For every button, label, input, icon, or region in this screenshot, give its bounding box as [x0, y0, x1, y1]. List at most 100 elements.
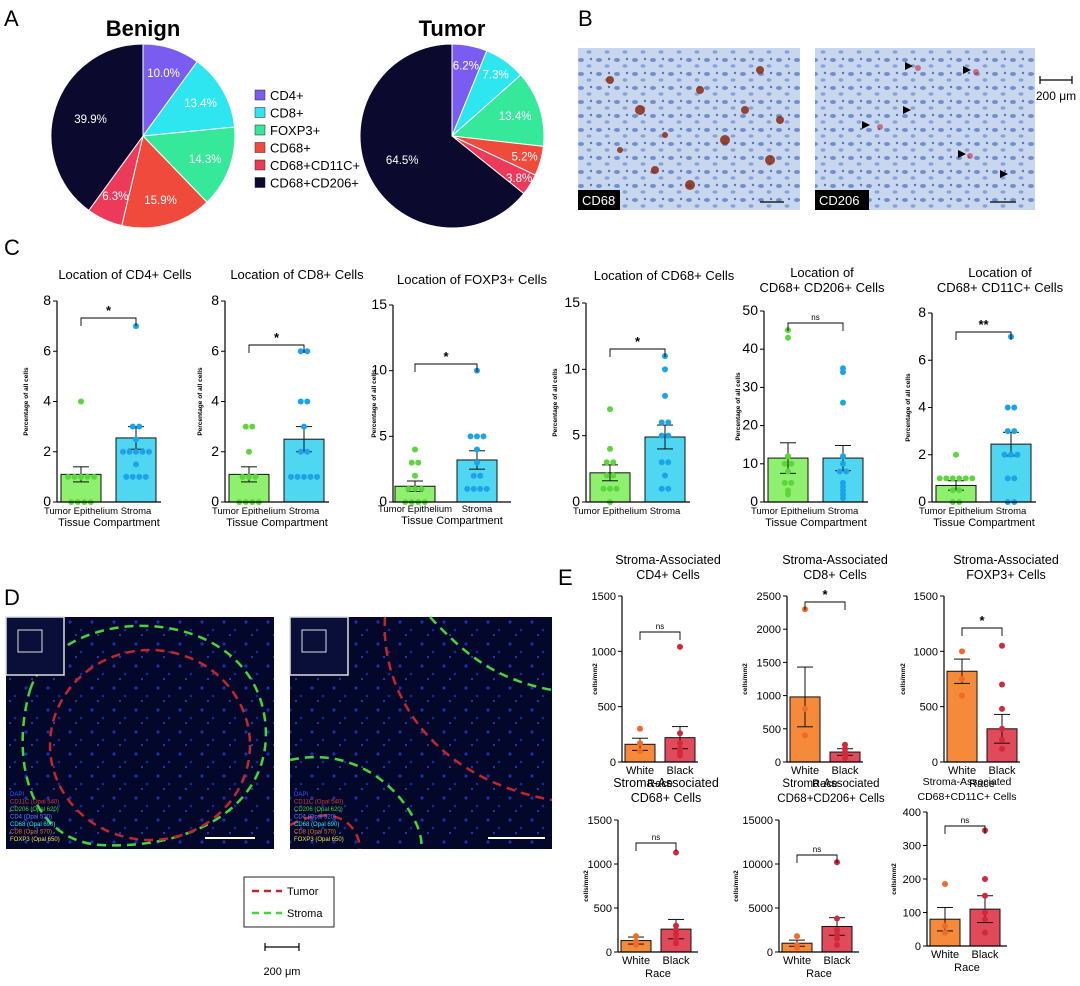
- y-tick-label: 100: [903, 908, 921, 920]
- y-tick-label: 4: [211, 393, 219, 409]
- x-tick-label: Black: [667, 765, 694, 777]
- x-axis-label: Tissue Compartment: [933, 517, 1035, 529]
- y-axis-label: cells/mm2: [583, 870, 590, 902]
- data-point: [470, 472, 477, 479]
- y-tick-label: 0: [915, 941, 921, 953]
- x-axis-label: Tissue Compartment: [401, 515, 503, 527]
- data-point: [665, 485, 672, 492]
- data-point: [610, 459, 617, 466]
- significance-label: ns: [813, 845, 821, 854]
- pie-slice-label: 10.0%: [147, 68, 180, 80]
- panel-label-d: D: [4, 585, 20, 610]
- data-point: [607, 485, 613, 492]
- y-tick-label: 15: [564, 294, 580, 310]
- y-axis-label: cells/mm2: [900, 663, 907, 695]
- y-tick-label: 0: [750, 493, 758, 509]
- significance-label: *: [443, 349, 449, 364]
- y-tick-label: 1000: [592, 646, 616, 658]
- y-tick-label: 500: [920, 702, 938, 714]
- data-point: [802, 732, 808, 739]
- y-tick-label: 8: [211, 292, 219, 308]
- data-point: [842, 755, 848, 762]
- data-point: [78, 473, 84, 480]
- data-point: [982, 892, 988, 899]
- x-axis-label: Race: [806, 968, 832, 980]
- y-tick-label: 0: [572, 493, 580, 509]
- data-point: [1008, 451, 1014, 458]
- data-point: [785, 468, 791, 475]
- data-point: [942, 922, 948, 929]
- legend-label: CD4+: [270, 88, 304, 103]
- chart-cd68-location: Location of CD68+ Cells 0 5 10 15 Percentage …: [552, 268, 735, 517]
- chart-title: Location of FOXP3+ Cells: [397, 272, 547, 287]
- x-tick-label: White: [622, 955, 650, 967]
- data-point: [415, 459, 422, 466]
- y-axis-label: cells/mm2: [733, 870, 740, 902]
- data-point: [637, 725, 643, 732]
- y-tick-label: 0: [43, 493, 51, 509]
- data-point: [665, 432, 672, 439]
- pie-slice-label: 39.9%: [74, 114, 107, 126]
- data-point: [633, 933, 639, 940]
- data-point: [301, 473, 307, 480]
- channel-label: CD68 (Opal 690): [10, 822, 55, 828]
- data-point: [1004, 404, 1011, 411]
- channel-label: CD11C (Opal 540): [294, 800, 343, 806]
- data-point: [785, 453, 791, 460]
- data-point: [662, 366, 668, 373]
- data-point: [408, 459, 415, 466]
- y-tick-label: 10: [564, 360, 580, 376]
- data-point: [84, 473, 91, 480]
- data-point: [665, 419, 672, 426]
- data-point: [464, 485, 471, 492]
- channel-label: CD206 (Opal 620): [294, 807, 343, 813]
- y-tick-label: 4: [918, 399, 926, 415]
- data-point: [467, 433, 474, 440]
- data-point: [613, 485, 620, 492]
- pie-slice: [141, 126, 236, 203]
- chart-stroma-cd68-cd11c-race: Stroma-Associated CD68+CD11C+ Cells 0 100 20…: [891, 776, 1017, 974]
- data-point: [999, 725, 1005, 732]
- data-point: [146, 448, 152, 455]
- data-point: [297, 448, 304, 455]
- significance-bracket: [80, 317, 137, 326]
- data-point: [943, 475, 950, 482]
- data-point: [942, 881, 948, 888]
- data-point: [836, 468, 843, 475]
- y-tick-label: 10: [742, 455, 758, 471]
- data-point: [607, 406, 613, 413]
- y-tick-label: 2: [918, 446, 926, 462]
- data-point: [959, 676, 965, 682]
- y-tick-label: 2500: [757, 591, 781, 603]
- data-point: [301, 423, 307, 430]
- y-tick-label: 8: [918, 304, 926, 320]
- data-point: [942, 929, 948, 936]
- data-point: [673, 931, 679, 938]
- channel-label: CD8 (Opal 570): [10, 830, 52, 836]
- data-point: [91, 473, 97, 480]
- y-tick-label: 0: [767, 947, 773, 959]
- data-point: [129, 473, 136, 480]
- chart-title: Location of CD68+ Cells: [594, 268, 735, 283]
- data-point: [843, 468, 850, 475]
- data-point: [673, 849, 679, 856]
- data-point: [607, 445, 613, 452]
- data-point: [662, 472, 668, 479]
- y-axis-label: Percentage of all cells: [23, 367, 30, 436]
- data-point: [246, 473, 252, 480]
- channel-label: DAPI: [10, 792, 24, 798]
- cd206-ihc-image: [815, 48, 1035, 210]
- data-point: [781, 479, 788, 486]
- data-point: [834, 935, 840, 942]
- y-axis-label: Percentage of all cells: [552, 368, 559, 437]
- x-tick-label: Tumor Epithelium: [573, 506, 647, 517]
- y-tick-label: 6: [211, 342, 219, 358]
- channel-label: CD11C (Opal 540): [10, 800, 59, 806]
- y-tick-label: 500: [598, 702, 616, 714]
- data-point: [418, 485, 425, 492]
- significance-label: *: [106, 303, 112, 318]
- data-point: [126, 448, 133, 455]
